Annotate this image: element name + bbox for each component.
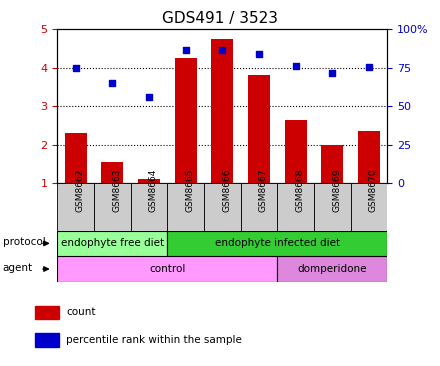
- Bar: [175, 58, 197, 183]
- Text: protocol: protocol: [3, 237, 46, 247]
- Text: GSM8663: GSM8663: [112, 168, 121, 212]
- Bar: [248, 75, 270, 183]
- Bar: [35, 333, 59, 347]
- Text: GSM8662: GSM8662: [76, 168, 84, 212]
- Bar: [277, 256, 387, 282]
- Bar: [321, 145, 343, 183]
- Point: [182, 48, 189, 53]
- Bar: [57, 256, 277, 282]
- Bar: [57, 231, 167, 256]
- Bar: [35, 306, 59, 319]
- Bar: [65, 133, 87, 183]
- Bar: [94, 183, 131, 231]
- Text: GSM8670: GSM8670: [369, 168, 378, 212]
- Point: [72, 65, 79, 71]
- Bar: [204, 183, 241, 231]
- Point: [365, 64, 372, 70]
- Point: [109, 80, 116, 86]
- Bar: [131, 183, 167, 231]
- Text: GSM8667: GSM8667: [259, 168, 268, 212]
- Point: [255, 51, 262, 57]
- Bar: [167, 183, 204, 231]
- Bar: [57, 183, 94, 231]
- Text: count: count: [66, 307, 95, 317]
- Bar: [358, 131, 380, 183]
- Text: GSM8666: GSM8666: [222, 168, 231, 212]
- Bar: [101, 162, 123, 183]
- Text: agent: agent: [3, 263, 33, 273]
- Bar: [211, 39, 233, 183]
- Text: control: control: [149, 264, 185, 274]
- Bar: [138, 179, 160, 183]
- Text: GSM8665: GSM8665: [186, 168, 194, 212]
- Point: [329, 71, 336, 76]
- Bar: [285, 120, 307, 183]
- Bar: [314, 183, 351, 231]
- Bar: [167, 231, 387, 256]
- Text: GSM8664: GSM8664: [149, 168, 158, 212]
- Text: domperidone: domperidone: [297, 264, 367, 274]
- Text: percentile rank within the sample: percentile rank within the sample: [66, 335, 242, 345]
- Bar: [351, 183, 387, 231]
- Bar: [277, 183, 314, 231]
- Point: [219, 48, 226, 53]
- Point: [292, 63, 299, 69]
- Bar: [241, 183, 277, 231]
- Text: endophyte free diet: endophyte free diet: [61, 238, 164, 249]
- Point: [145, 94, 152, 100]
- Text: GSM8669: GSM8669: [332, 168, 341, 212]
- Text: GSM8668: GSM8668: [296, 168, 304, 212]
- Text: GDS491 / 3523: GDS491 / 3523: [162, 11, 278, 26]
- Text: endophyte infected diet: endophyte infected diet: [215, 238, 340, 249]
